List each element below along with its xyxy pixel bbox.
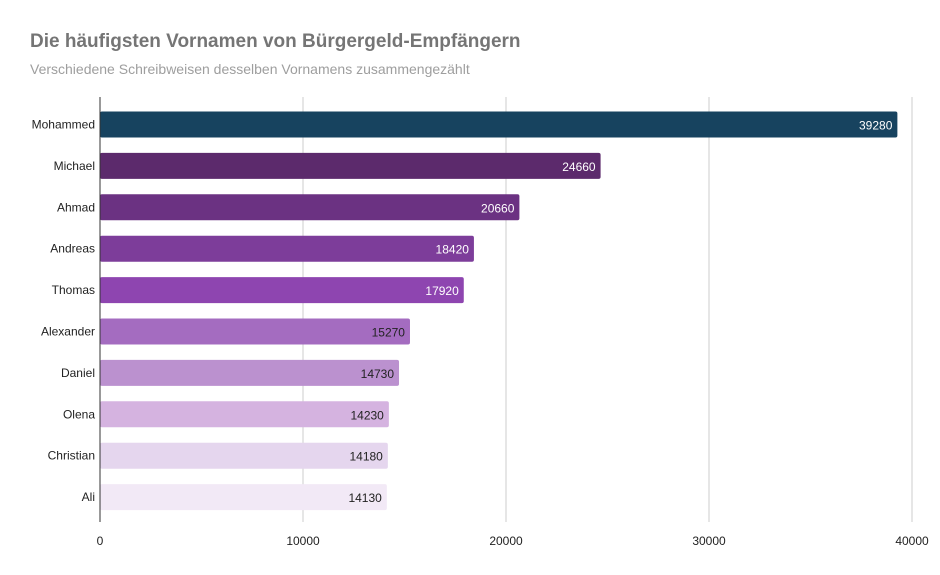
data-label: 24660 (562, 160, 596, 174)
data-label: 17920 (425, 284, 459, 298)
bar (100, 235, 474, 262)
bar (100, 152, 601, 179)
category-label: Alexander (41, 325, 95, 339)
value-labels: 39280 24660 20660 18420 17920 15270 14730 14230… (348, 119, 892, 506)
data-label: 20660 (481, 201, 515, 215)
category-label: Daniel (61, 366, 95, 380)
category-label: Michael (54, 159, 95, 173)
category-label: Christian (48, 449, 95, 463)
chart-subtitle: Verschiedene Schreibweisen desselben Vor… (30, 61, 470, 77)
x-tick-label: 10000 (286, 534, 320, 548)
bar (100, 277, 464, 304)
data-label: 18420 (436, 243, 470, 257)
x-tick-label: 20000 (489, 534, 523, 548)
category-label: Andreas (50, 242, 95, 256)
chart-title: Die häufigsten Vornamen von Bürgergeld-E… (30, 31, 521, 52)
bars (100, 111, 898, 511)
bar (100, 111, 898, 138)
bar (100, 442, 388, 469)
data-label: 14230 (350, 408, 384, 422)
data-label: 39280 (859, 119, 893, 133)
bar (100, 484, 387, 511)
bar (100, 359, 400, 386)
data-label: 15270 (372, 326, 406, 340)
bar (100, 194, 520, 221)
category-label: Mohammed (32, 118, 95, 132)
category-label: Thomas (52, 283, 95, 297)
x-tick-label: 40000 (895, 534, 929, 548)
x-axis: 0 10000 20000 30000 40000 (97, 97, 929, 548)
x-tick-label: 0 (97, 534, 104, 548)
bar (100, 318, 410, 345)
data-label: 14130 (348, 491, 382, 505)
bar (100, 401, 389, 428)
x-tick-label: 30000 (692, 534, 726, 548)
data-label: 14180 (349, 450, 383, 464)
category-label: Ali (82, 490, 95, 504)
category-label: Olena (63, 407, 95, 421)
data-label: 14730 (361, 367, 395, 381)
category-labels: Mohammed Michael Ahmad Andreas Thomas Alexand… (32, 118, 96, 505)
category-label: Ahmad (57, 200, 95, 214)
